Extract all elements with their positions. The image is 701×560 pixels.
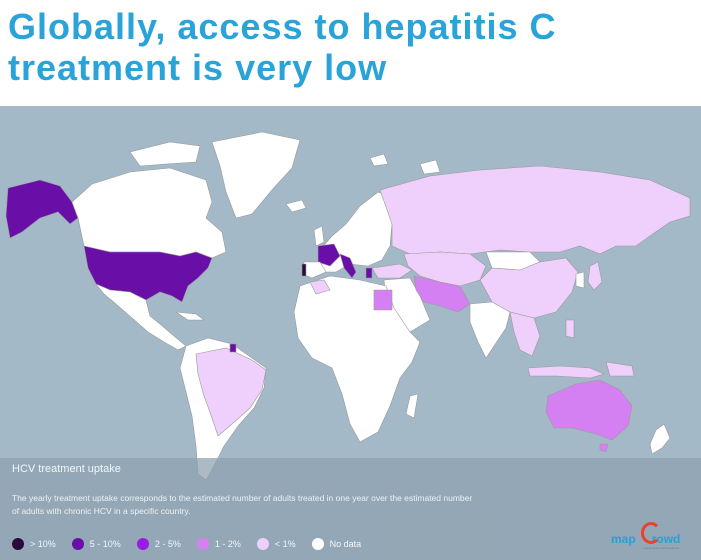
legend-item: 5 - 10% [71, 538, 121, 550]
region-portugal [301, 263, 307, 277]
region-india [469, 301, 511, 359]
region-philippines [565, 319, 575, 339]
region-usa [83, 245, 213, 303]
legend-panel [0, 458, 701, 560]
region-russia [379, 165, 691, 255]
legend-title: HCV treatment uptake [12, 463, 121, 475]
headline-line-2: treatment is very low [8, 47, 388, 88]
region-turkey [371, 263, 413, 279]
region-svalbard [369, 153, 389, 167]
legend-label: < 1% [274, 539, 296, 549]
region-egypt [373, 289, 393, 311]
legend-description-line-1: The yearly treatment uptake corresponds … [12, 493, 473, 503]
region-greenland [211, 131, 301, 219]
region-korea [575, 271, 585, 289]
legend-label: > 10% [30, 539, 56, 549]
logo-c-mark [641, 522, 661, 544]
region-japan [587, 261, 603, 291]
legend-items: > 10% 5 - 10% 2 - 5% 1 - 2% < 1% No data [12, 536, 377, 552]
region-indonesia [527, 365, 605, 379]
legend-swatch [256, 538, 269, 550]
legend-description-line-2: of adults with chronic HCV in a specific… [12, 506, 191, 516]
legend-label: No data [329, 539, 362, 549]
legend-swatch [136, 538, 149, 550]
legend-label: 2 - 5% [154, 539, 181, 549]
world-map: HCV treatment uptake The yearly treatmen… [0, 106, 701, 560]
region-australia [545, 379, 633, 441]
region-alaska [5, 179, 79, 239]
region-arctic-islands [129, 141, 201, 167]
legend-swatch [196, 538, 209, 550]
region-north-africa [309, 279, 331, 295]
world-map-svg [5, 131, 691, 481]
headline-line-1: Globally, access to hepatitis C [8, 6, 557, 47]
region-france [317, 243, 341, 267]
logo-tagline: mapping the world together [643, 546, 680, 550]
region-canada [71, 167, 227, 259]
region-greece [365, 267, 373, 279]
region-caribbean [175, 311, 205, 321]
legend-item: < 1% [256, 538, 296, 550]
page-headline: Globally, access to hepatitis C treatmen… [8, 6, 698, 88]
region-italy [339, 253, 357, 279]
legend-swatch [311, 538, 324, 550]
region-papua [605, 361, 635, 377]
legend-item: 2 - 5% [136, 538, 181, 550]
region-iceland [285, 199, 307, 213]
region-southeast-asia [509, 311, 541, 357]
legend-label: 1 - 2% [214, 539, 241, 549]
region-brazil [195, 347, 267, 437]
legend-swatch [12, 538, 24, 550]
mapcrowd-logo: map rowd mapping the world together [611, 522, 691, 554]
region-tasmania [599, 443, 609, 453]
legend-item: 1 - 2% [196, 538, 241, 550]
region-novaya-zemlya [419, 159, 441, 175]
region-central-asia [403, 251, 487, 287]
legend-item: No data [311, 538, 362, 550]
region-madagascar [405, 393, 419, 419]
region-french-guiana [229, 343, 237, 353]
logo-text: map rowd [611, 532, 681, 546]
region-africa [293, 275, 421, 443]
legend-label: 5 - 10% [89, 539, 121, 549]
region-iran-pakistan [413, 275, 471, 313]
region-uk [313, 225, 325, 247]
region-new-zealand [649, 423, 671, 455]
legend-item: > 10% [12, 538, 56, 550]
legend-description: The yearly treatment uptake corresponds … [12, 492, 532, 518]
legend-swatch [71, 538, 84, 550]
